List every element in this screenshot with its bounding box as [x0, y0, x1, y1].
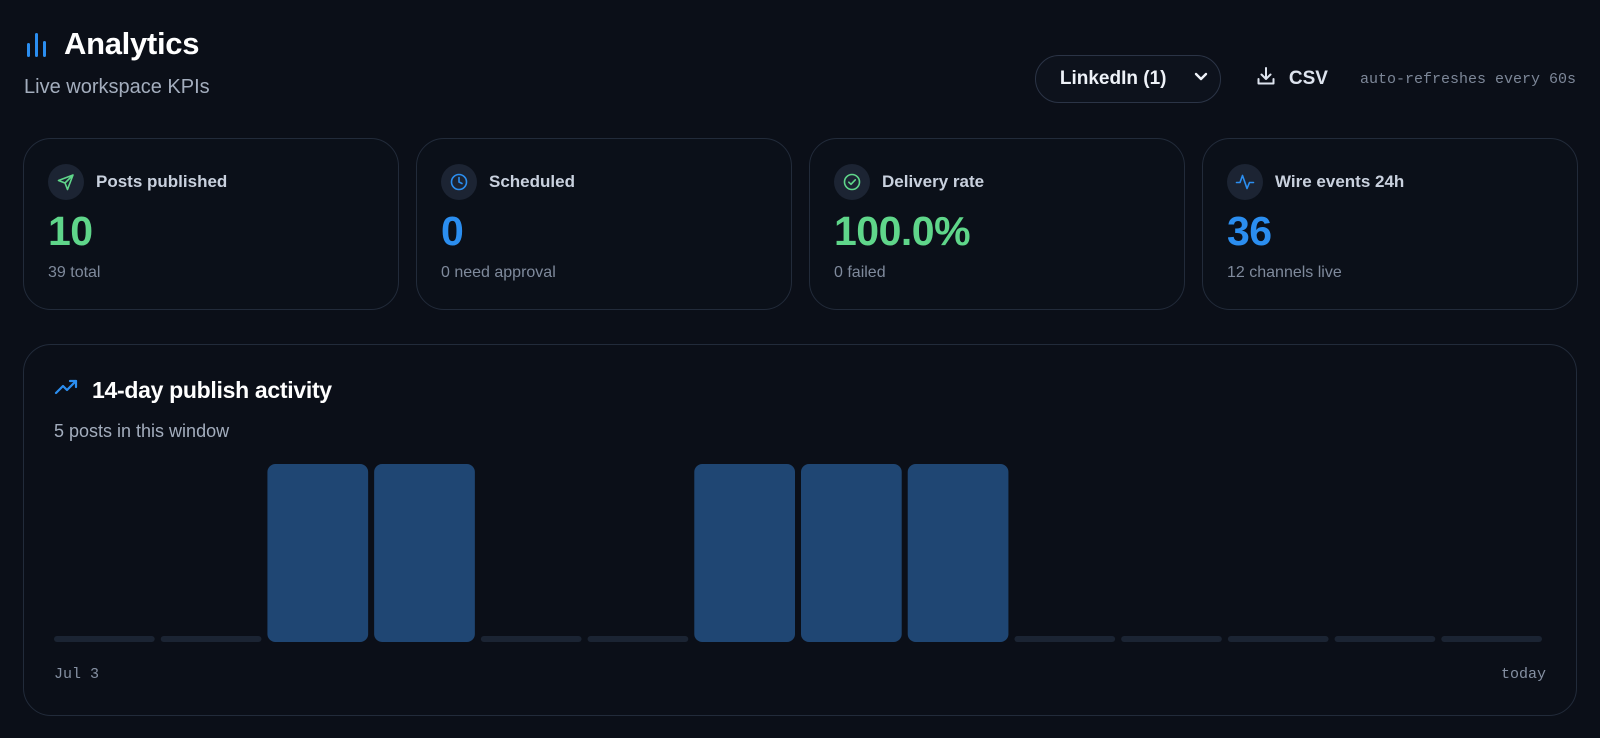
- platform-select[interactable]: LinkedIn (1): [1034, 55, 1221, 103]
- activity-bar-empty: [1441, 636, 1542, 642]
- csv-export-button[interactable]: CSV: [1255, 65, 1328, 93]
- activity-bar: [801, 464, 902, 642]
- title-row: Analytics: [24, 26, 210, 62]
- refresh-note: auto-refreshes every 60s: [1359, 70, 1576, 88]
- activity-bar-empty: [1227, 636, 1329, 642]
- activity-chart: [54, 464, 1542, 642]
- activity-bar-empty: [1121, 636, 1222, 642]
- kpi-value: 36: [1227, 208, 1272, 254]
- kpi-card-wire-events: Wire events 24h 36 12 channels live: [1202, 138, 1578, 310]
- activity-bar: [907, 464, 1009, 642]
- kpi-value: 10: [48, 208, 93, 254]
- kpi-value: 100.0%: [834, 208, 971, 254]
- panel-head: 14-day publish activity: [54, 377, 332, 404]
- kpi-head: Posts published: [48, 164, 374, 200]
- kpi-label: Posts published: [96, 172, 228, 191]
- activity-icon: [1227, 164, 1263, 200]
- activity-bar: [374, 464, 475, 642]
- activity-bar-empty: [587, 636, 689, 642]
- kpi-value: 0: [441, 208, 464, 254]
- activity-bar-empty: [160, 636, 262, 642]
- kpi-row: Posts published 10 39 total Scheduled 0 …: [23, 138, 1578, 310]
- kpi-card-scheduled: Scheduled 0 0 need approval: [416, 138, 792, 310]
- activity-panel: 14-day publish activity 5 posts in this …: [23, 344, 1577, 716]
- kpi-sub: 12 channels live: [1227, 264, 1342, 281]
- panel-title: 14-day publish activity: [92, 377, 332, 403]
- kpi-head: Scheduled: [441, 164, 767, 200]
- csv-button-label: CSV: [1288, 68, 1328, 89]
- activity-bar-empty: [1334, 636, 1436, 642]
- kpi-sub: 0 failed: [834, 264, 886, 281]
- x-axis-start-label: Jul 3: [54, 666, 100, 683]
- page-subtitle: Live workspace KPIs: [24, 76, 210, 98]
- bar-chart-icon: [24, 29, 50, 59]
- trending-up-icon: [54, 378, 80, 403]
- panel-subtitle: 5 posts in this window: [54, 421, 230, 441]
- kpi-sub: 0 need approval: [441, 264, 556, 281]
- download-icon: [1255, 65, 1277, 93]
- kpi-head: Wire events 24h: [1227, 164, 1553, 200]
- chevron-down-icon: [1192, 67, 1210, 91]
- kpi-card-delivery-rate: Delivery rate 100.0% 0 failed: [809, 138, 1185, 310]
- activity-bar: [694, 464, 795, 642]
- check-circle-icon: [834, 164, 870, 200]
- kpi-card-posts-published: Posts published 10 39 total: [23, 138, 399, 310]
- page-header: Analytics Live workspace KPIs: [24, 26, 210, 99]
- activity-bar-empty: [54, 636, 155, 642]
- clock-icon: [441, 164, 477, 200]
- activity-bar-empty: [480, 636, 582, 642]
- activity-bar: [267, 464, 369, 642]
- kpi-label: Wire events 24h: [1275, 172, 1405, 191]
- header-controls: LinkedIn (1) CSV auto-refreshes every 60…: [1034, 55, 1576, 103]
- send-icon: [48, 164, 84, 200]
- platform-select-value: LinkedIn (1): [1059, 68, 1167, 89]
- kpi-label: Delivery rate: [882, 172, 985, 191]
- kpi-sub: 39 total: [48, 264, 101, 281]
- page-title: Analytics: [64, 26, 200, 61]
- kpi-label: Scheduled: [489, 172, 575, 191]
- kpi-head: Delivery rate: [834, 164, 1160, 200]
- activity-bar-empty: [1014, 636, 1116, 642]
- x-axis-end-label: today: [1500, 666, 1546, 683]
